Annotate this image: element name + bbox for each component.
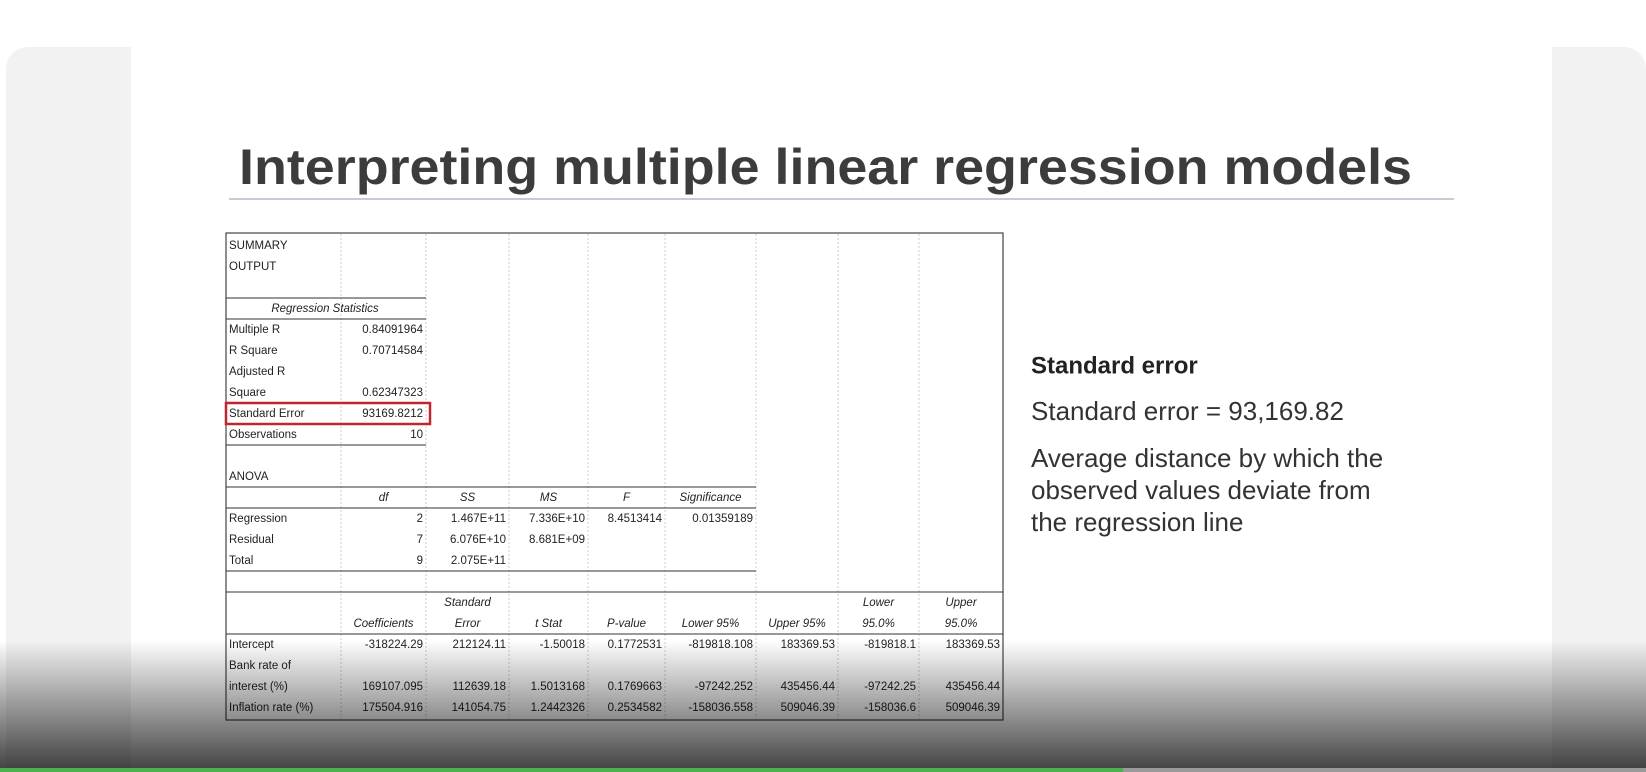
table-cell: 6.076E+10 <box>450 534 506 546</box>
table-cell: Error <box>455 618 482 630</box>
table-cell: Residual <box>229 534 274 546</box>
table-cell: Multiple R <box>229 324 280 336</box>
table-cell: Standard Error <box>229 408 305 420</box>
progress-bar[interactable] <box>0 768 1123 772</box>
side-formula: Standard error = 93,169.82 <box>1031 396 1344 426</box>
table-cell: 8.4513414 <box>608 513 663 525</box>
table-cell: F <box>623 492 631 504</box>
table-cell: 2 <box>417 513 423 525</box>
table-cell: 8.681E+09 <box>529 534 585 546</box>
description-line: the regression line <box>1031 507 1243 537</box>
table-cell: Significance <box>679 492 741 504</box>
highlight-box <box>224 401 432 426</box>
table-cell: OUTPUT <box>229 261 276 273</box>
table-cell: Lower 95% <box>682 618 740 630</box>
table-cell: 2.075E+11 <box>451 555 506 567</box>
table-cell: Square <box>229 387 266 399</box>
table-cell: Regression Statistics <box>271 303 379 315</box>
player-shade <box>0 640 1646 772</box>
slide-title: Interpreting multiple linear regression … <box>239 139 1412 195</box>
table-cell: 7.336E+10 <box>529 513 585 525</box>
table-cell: 10 <box>410 429 423 441</box>
table-cell: Upper <box>945 597 977 609</box>
table-cell: 0.84091964 <box>362 324 423 336</box>
table-cell: Regression <box>229 513 287 525</box>
table-cell: 1.467E+11 <box>451 513 506 525</box>
table-cell: SS <box>460 492 476 504</box>
table-cell: ANOVA <box>229 471 269 483</box>
table-cell: 93169.8212 <box>362 408 423 420</box>
table-cell: Coefficients <box>353 618 413 630</box>
table-cell: 7 <box>417 534 423 546</box>
table-cell: 9 <box>417 555 423 567</box>
table-cell: Observations <box>229 429 297 441</box>
table-cell: MS <box>540 492 558 504</box>
table-cell: Adjusted R <box>229 366 285 378</box>
table-cell: P-value <box>607 618 646 630</box>
table-cell: SUMMARY <box>229 240 288 252</box>
table-cell: Standard <box>444 597 491 609</box>
description-line: observed values deviate from <box>1031 475 1371 505</box>
side-heading: Standard error <box>1031 352 1198 379</box>
table-cell: t Stat <box>535 618 563 630</box>
table-cell: Upper 95% <box>768 618 826 630</box>
table-cell: df <box>379 492 390 504</box>
table-cell: Lower <box>863 597 895 609</box>
table-border <box>225 232 1004 721</box>
table-cell: 0.70714584 <box>362 345 423 357</box>
description-line: Average distance by which the <box>1031 443 1383 473</box>
table-cell: R Square <box>229 345 278 357</box>
table-cell: Total <box>229 555 253 567</box>
table-cell: 95.0% <box>945 618 978 630</box>
table-cell: 95.0% <box>862 618 895 630</box>
table-cell: 0.62347323 <box>362 387 423 399</box>
table-cell: 0.01359189 <box>692 513 753 525</box>
